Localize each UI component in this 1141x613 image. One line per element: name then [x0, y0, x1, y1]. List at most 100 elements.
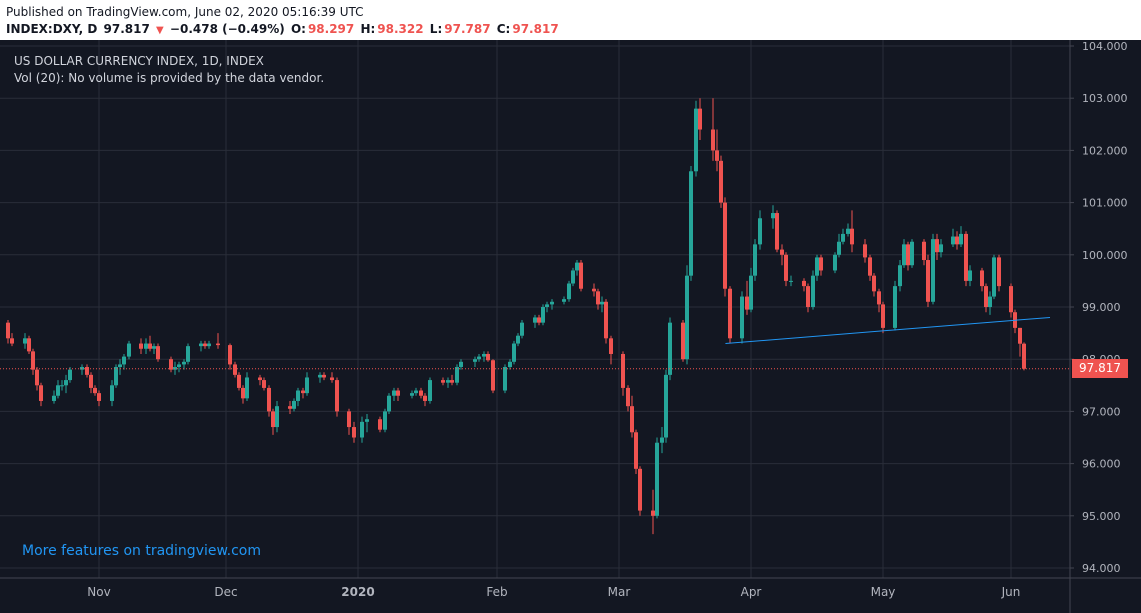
low-label: L:: [429, 22, 443, 36]
candle-body: [520, 322, 524, 336]
price-tick-label: 102.000: [1082, 144, 1128, 157]
candle-body: [634, 432, 638, 469]
candle-body: [655, 442, 659, 516]
candle-body: [335, 380, 339, 412]
candle-body: [802, 280, 806, 287]
high-value: 98.322: [377, 22, 424, 36]
candle-body: [926, 260, 930, 302]
candle-body: [893, 286, 897, 328]
candle-body: [685, 275, 689, 360]
candle-body: [758, 218, 762, 245]
candle-body: [579, 262, 583, 289]
candle-body: [698, 108, 702, 130]
candle-body: [988, 296, 992, 307]
candle-body: [771, 213, 775, 219]
candle-body: [508, 361, 512, 368]
candle-body: [207, 343, 211, 347]
candle-body: [396, 390, 400, 396]
candle-body: [203, 343, 207, 347]
candle-body: [241, 387, 245, 399]
candle-body: [910, 241, 914, 266]
candle-body: [955, 236, 959, 245]
candle-body: [664, 374, 668, 438]
candle-body: [392, 390, 396, 396]
price-tick-label: 101.000: [1082, 197, 1128, 210]
candle-body: [806, 286, 810, 307]
candle-body: [186, 346, 190, 362]
price-tick-label: 100.000: [1082, 249, 1128, 262]
candle-body: [410, 393, 414, 396]
candle-body: [1009, 286, 1013, 313]
price-tick-label: 94.000: [1082, 562, 1121, 575]
candle-body: [182, 361, 186, 365]
candle-body: [841, 233, 845, 242]
candle-body: [719, 160, 723, 203]
candle-body: [305, 377, 309, 394]
candle-body: [959, 233, 963, 245]
candle-body: [784, 254, 788, 281]
candle-body: [292, 400, 296, 409]
support-trendline: [725, 316, 1051, 345]
candle-body: [545, 304, 549, 307]
candle-body: [935, 239, 939, 253]
last-price-tag: 97.817: [1072, 359, 1128, 378]
candle-body: [745, 296, 749, 310]
candle-body: [114, 367, 118, 386]
time-tick-label: Apr: [741, 585, 762, 599]
candle-body: [455, 367, 459, 383]
candle-body: [789, 280, 793, 282]
candle-body: [387, 395, 391, 412]
candle-body: [199, 343, 203, 347]
candle-body: [575, 262, 579, 271]
ohlc-line: INDEX:DXY, D 97.817 ▼ −0.478 (−0.49%) O:…: [6, 22, 561, 36]
candle-body: [446, 380, 450, 383]
candle-body: [968, 270, 972, 281]
candle-body: [169, 359, 173, 370]
time-tick-label: Jun: [1001, 585, 1021, 599]
price-tick-label: 103.000: [1082, 92, 1128, 105]
candle-body: [980, 270, 984, 287]
open-label: O:: [290, 22, 306, 36]
tradingview-link[interactable]: More features on tradingview.com: [22, 543, 261, 559]
candle-body: [35, 369, 39, 386]
candle-body: [503, 367, 507, 391]
candle-body: [922, 241, 926, 261]
candle-body: [780, 249, 784, 255]
last-price: 97.817: [103, 22, 150, 36]
price-tick-label: 97.000: [1082, 405, 1121, 418]
candle-body: [419, 390, 423, 396]
candle-body: [52, 395, 56, 401]
candle-body: [318, 374, 322, 378]
candle-body: [512, 343, 516, 362]
candle-body: [694, 108, 698, 172]
candle-body: [491, 360, 495, 391]
candle-body: [216, 343, 220, 346]
low-value: 97.787: [444, 22, 491, 36]
candle-body: [423, 395, 427, 401]
candle-body: [863, 244, 867, 258]
candle-body: [89, 374, 93, 388]
time-tick-label: May: [871, 585, 896, 599]
candle-body: [459, 361, 463, 368]
candle-body: [473, 359, 477, 362]
candle-body: [31, 351, 35, 370]
price-tick-label: 95.000: [1082, 510, 1121, 523]
candle-body: [681, 322, 685, 360]
candle-body: [651, 510, 655, 516]
candle-body: [39, 385, 43, 401]
candle-body: [939, 244, 943, 253]
candle-body: [516, 335, 520, 344]
candle-body: [881, 304, 885, 328]
candle-body: [753, 244, 757, 276]
candle-body: [258, 377, 262, 381]
candle-body: [428, 380, 432, 401]
candle-body: [68, 369, 72, 381]
candle-body: [156, 346, 160, 360]
chart-title: US DOLLAR CURRENCY INDEX, 1D, INDEX: [14, 54, 264, 68]
close-label: C:: [496, 22, 511, 36]
candle-body: [6, 322, 10, 339]
volume-note: Vol (20): No volume is provided by the d…: [14, 71, 325, 85]
candle-body: [992, 257, 996, 297]
candle-body: [567, 283, 571, 300]
candlestick-chart[interactable]: 104.000 103.000 102.000 101.000 100.000 99.00…: [0, 40, 1141, 613]
